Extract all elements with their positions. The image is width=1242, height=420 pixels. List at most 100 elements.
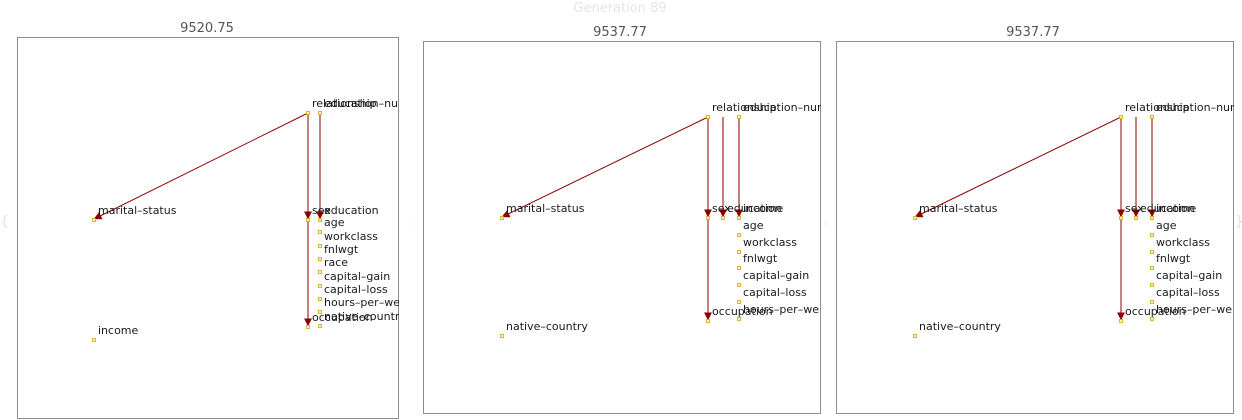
node-income[interactable]: income	[92, 324, 139, 342]
node-education[interactable]: education	[721, 202, 782, 220]
node-label: capital–loss	[1156, 286, 1220, 299]
node-age[interactable]: age	[737, 219, 764, 237]
node-marker	[1150, 266, 1154, 270]
node-marker	[318, 230, 322, 234]
node-capital-loss[interactable]: capital–loss	[737, 286, 807, 304]
node-label: native–country	[506, 320, 588, 333]
node-hours-per-week[interactable]: hours–per–we	[318, 296, 401, 314]
node-marital-status[interactable]: marital–status	[913, 202, 998, 220]
node-marker	[737, 250, 741, 254]
node-native-country[interactable]: native–country	[913, 320, 1002, 338]
node-workclass[interactable]: workclass	[737, 236, 798, 254]
node-label: hours–per–we	[324, 296, 400, 309]
node-capital-loss[interactable]: capital–loss	[1150, 286, 1220, 304]
node-marker	[500, 216, 504, 220]
node-capital-gain[interactable]: capital–gain	[737, 269, 810, 287]
panels: 9520.75relationshipeducation–nummarital–…	[17, 21, 1241, 419]
panel-score: 9520.75	[180, 21, 234, 36]
node-sex[interactable]: sex	[306, 204, 332, 222]
node-label: sex	[312, 204, 331, 217]
node-label: age	[1156, 219, 1177, 232]
panel-frame	[17, 37, 399, 419]
node-marker	[306, 218, 310, 222]
node-label: hours–per–we	[1156, 303, 1232, 316]
node-native-country[interactable]: native–country	[500, 320, 589, 338]
node-hours-per-week[interactable]: hours–per–we	[737, 303, 820, 321]
left-brace-glyph: {	[0, 214, 9, 230]
node-marital-status[interactable]: marital–status	[92, 204, 177, 222]
node-marker	[318, 257, 322, 261]
node-marker	[318, 310, 322, 314]
node-label: education	[1140, 202, 1195, 215]
node-fnlwgt[interactable]: fnlwgt	[737, 252, 778, 270]
node-sex[interactable]: sex	[706, 202, 732, 220]
node-education-num[interactable]: education–num	[1150, 101, 1241, 119]
node-hours-per-week[interactable]: hours–per–we	[1150, 303, 1233, 321]
node-label: fnlwgt	[743, 252, 778, 265]
node-age[interactable]: age	[1150, 219, 1177, 237]
node-income[interactable]: income	[737, 202, 784, 220]
node-marker	[318, 324, 322, 328]
node-education[interactable]: education	[1134, 202, 1195, 220]
node-native-country[interactable]: native–countr	[318, 310, 400, 328]
node-workclass[interactable]: workclass	[1150, 236, 1211, 254]
node-marker	[737, 283, 741, 287]
node-income[interactable]: income	[1150, 202, 1197, 220]
node-label: relationship	[1125, 101, 1190, 114]
node-capital-gain[interactable]: capital–gain	[1150, 269, 1223, 287]
node-marker	[306, 325, 310, 329]
node-label: native–country	[919, 320, 1001, 333]
node-marker	[1150, 233, 1154, 237]
node-relationship[interactable]: relationship	[1119, 101, 1190, 119]
node-label: capital–loss	[743, 286, 807, 299]
node-label: marital–status	[98, 204, 177, 217]
node-age[interactable]: age	[318, 216, 345, 234]
node-marker	[706, 216, 710, 220]
node-marker	[1150, 216, 1154, 220]
node-marker	[92, 218, 96, 222]
node-fnlwgt[interactable]: fnlwgt	[318, 243, 359, 261]
node-marker	[737, 216, 741, 220]
node-education[interactable]: education	[318, 204, 379, 222]
node-label: marital–status	[506, 202, 585, 215]
node-label: relationship	[712, 101, 777, 114]
node-marker	[318, 244, 322, 248]
node-capital-loss[interactable]: capital–loss	[318, 283, 388, 301]
node-marker	[737, 317, 741, 321]
node-education-num[interactable]: education–num	[737, 101, 828, 119]
node-marital-status[interactable]: marital–status	[500, 202, 585, 220]
node-label: capital–gain	[743, 269, 809, 282]
node-marker	[737, 300, 741, 304]
node-relationship[interactable]: relationship	[306, 97, 377, 115]
node-label: occupation	[1125, 305, 1186, 318]
separator-glyph-1: :	[411, 219, 414, 229]
node-label: education–num	[1156, 101, 1241, 114]
node-label: workclass	[1156, 236, 1210, 249]
node-occupation[interactable]: occupation	[1119, 305, 1186, 323]
node-label: education–num	[743, 101, 828, 114]
node-occupation[interactable]: occupation	[306, 311, 373, 329]
node-sex[interactable]: sex	[1119, 202, 1145, 220]
node-marker	[92, 338, 96, 342]
panel-frame	[836, 41, 1234, 414]
node-marker	[737, 233, 741, 237]
node-relationship[interactable]: relationship	[706, 101, 777, 119]
node-workclass[interactable]: workclass	[318, 230, 379, 248]
node-education-num[interactable]: education–num	[318, 97, 409, 115]
node-label: education	[324, 204, 379, 217]
node-marker	[500, 334, 504, 338]
node-race[interactable]: race	[318, 256, 349, 274]
node-label: hours–per–we	[743, 303, 819, 316]
right-brace-glyph: }	[1235, 214, 1242, 230]
node-marker	[737, 266, 741, 270]
panel-score: 9537.77	[593, 25, 647, 40]
node-capital-gain[interactable]: capital–gain	[318, 270, 391, 288]
node-occupation[interactable]: occupation	[706, 305, 773, 323]
node-marker	[318, 297, 322, 301]
node-fnlwgt[interactable]: fnlwgt	[1150, 252, 1191, 270]
